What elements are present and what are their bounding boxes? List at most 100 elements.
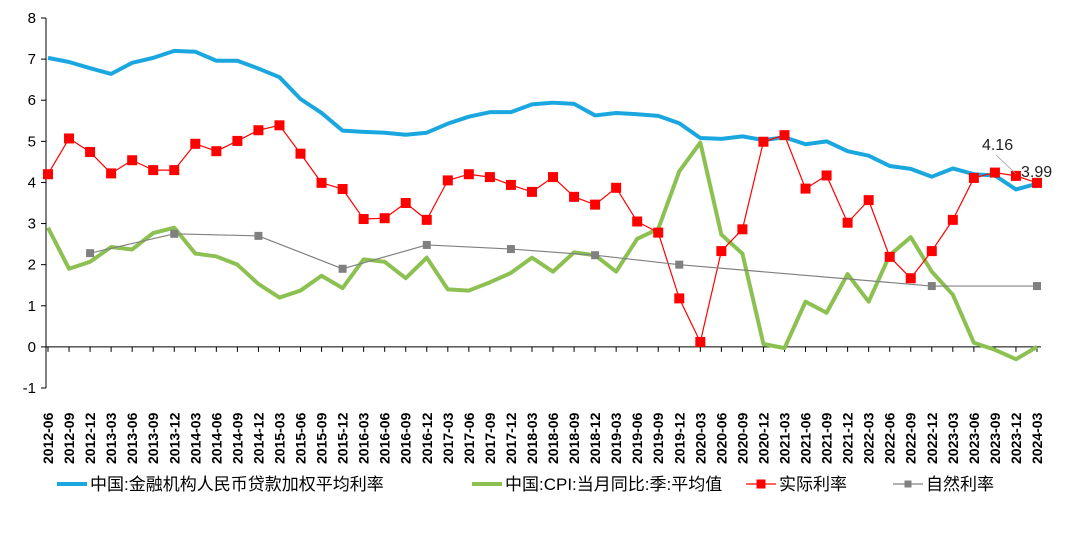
x-tick-label: 2018-06 xyxy=(545,412,561,464)
data-point xyxy=(526,186,537,197)
data-point xyxy=(737,224,748,235)
legend-label: 中国:CPI:当月同比:季:平均值 xyxy=(505,475,722,494)
x-tick-label: 2016-06 xyxy=(377,412,393,464)
data-point xyxy=(591,251,600,260)
annotation-label: 4.16 xyxy=(982,137,1013,154)
data-point xyxy=(127,155,138,166)
legend-item: 自然利率 xyxy=(893,475,994,494)
data-point xyxy=(905,273,916,284)
x-tick-label: 2023-12 xyxy=(1008,412,1024,464)
data-point xyxy=(442,175,453,186)
x-tick-label: 2020-12 xyxy=(755,412,771,464)
y-tick-label: 8 xyxy=(28,10,36,27)
data-point xyxy=(64,133,75,144)
x-tick-label: 2023-03 xyxy=(945,412,961,464)
data-point xyxy=(590,199,601,210)
x-tick-label: 2021-03 xyxy=(776,412,792,464)
y-tick-label: 2 xyxy=(28,257,36,274)
x-tick-label: 2020-09 xyxy=(734,412,750,464)
data-point xyxy=(253,125,264,136)
x-tick-label: 2021-09 xyxy=(819,412,835,464)
x-tick-label: 2018-09 xyxy=(566,412,582,464)
data-point xyxy=(106,168,117,179)
legend-marker xyxy=(756,479,766,489)
y-tick-label: 0 xyxy=(28,339,36,356)
y-tick-label: 7 xyxy=(28,51,36,68)
x-tick-label: 2016-12 xyxy=(419,412,435,464)
data-point xyxy=(379,213,390,224)
data-point xyxy=(674,293,685,304)
x-tick-label: 2012-12 xyxy=(82,412,98,464)
data-point xyxy=(254,231,263,240)
x-tick-label: 2023-06 xyxy=(966,412,982,464)
y-tick-label: 4 xyxy=(28,174,36,191)
data-point xyxy=(716,246,727,257)
x-tick-label: 2014-09 xyxy=(229,412,245,464)
data-point xyxy=(884,251,895,262)
data-point xyxy=(506,245,515,254)
data-point xyxy=(821,170,832,181)
x-tick-label: 2015-12 xyxy=(335,412,351,464)
data-point xyxy=(484,172,495,183)
data-point xyxy=(43,169,53,180)
x-tick-label: 2020-06 xyxy=(713,412,729,464)
y-tick-label: -1 xyxy=(23,380,36,397)
x-tick-label: 2017-12 xyxy=(503,412,519,464)
x-tick-label: 2014-06 xyxy=(208,412,224,464)
data-point xyxy=(800,183,811,194)
x-tick-label: 2019-03 xyxy=(608,412,624,464)
data-point xyxy=(295,148,306,159)
data-point xyxy=(927,282,936,291)
data-point xyxy=(463,169,474,180)
x-tick-label: 2022-09 xyxy=(903,412,919,464)
data-point xyxy=(1033,282,1041,291)
data-point xyxy=(148,165,159,176)
legend-item: 实际利率 xyxy=(746,475,847,494)
data-point xyxy=(316,177,327,188)
data-point xyxy=(611,182,622,193)
data-point xyxy=(926,246,937,257)
series-line xyxy=(46,140,1039,362)
data-point xyxy=(338,264,347,273)
y-tick-label: 1 xyxy=(28,298,36,315)
x-tick-label: 2015-09 xyxy=(314,412,330,464)
data-point xyxy=(947,214,958,225)
legend-label: 实际利率 xyxy=(779,475,847,494)
data-point xyxy=(190,138,201,149)
data-point xyxy=(1010,170,1021,181)
data-point xyxy=(422,240,431,249)
x-tick-label: 2019-09 xyxy=(650,412,666,464)
data-point xyxy=(779,130,790,141)
legend-label: 自然利率 xyxy=(926,475,994,494)
data-point xyxy=(653,227,664,238)
data-point xyxy=(358,214,369,225)
x-tick-label: 2013-03 xyxy=(103,412,119,464)
series-3 xyxy=(86,229,1041,291)
legend-item: 中国:CPI:当月同比:季:平均值 xyxy=(472,475,722,494)
data-point xyxy=(211,146,222,157)
series-2 xyxy=(43,120,1042,347)
series-line xyxy=(47,124,1038,343)
x-tick-label: 2012-09 xyxy=(61,412,77,464)
x-tick-label: 2020-03 xyxy=(692,412,708,464)
x-tick-label: 2014-12 xyxy=(250,412,266,464)
x-tick-label: 2013-09 xyxy=(145,412,161,464)
annotation-leader-line xyxy=(995,154,1017,175)
x-tick-label: 2014-03 xyxy=(187,412,203,464)
axes: -1 0 1 2 3 4 5 6 7 8 2012-06 2012-09 2012-12 2013-03 2… xyxy=(23,10,1045,464)
x-tick-label: 2015-03 xyxy=(271,412,287,464)
legend-item: 中国:金融机构人民币贷款加权平均利率 xyxy=(57,475,384,494)
data-point xyxy=(842,217,853,228)
data-point xyxy=(989,167,1000,178)
x-tick-label: 2017-03 xyxy=(440,412,456,464)
x-tick-label: 2013-06 xyxy=(124,412,140,464)
data-point xyxy=(1032,177,1042,188)
series-0 xyxy=(47,48,1038,192)
legend-label: 中国:金融机构人民币贷款加权平均利率 xyxy=(90,475,384,494)
series-1 xyxy=(46,140,1039,362)
data-point xyxy=(169,165,180,176)
data-point xyxy=(548,172,559,183)
x-tick-label: 2016-09 xyxy=(398,412,414,464)
data-point xyxy=(968,172,979,183)
x-tick-label: 2016-03 xyxy=(356,412,372,464)
